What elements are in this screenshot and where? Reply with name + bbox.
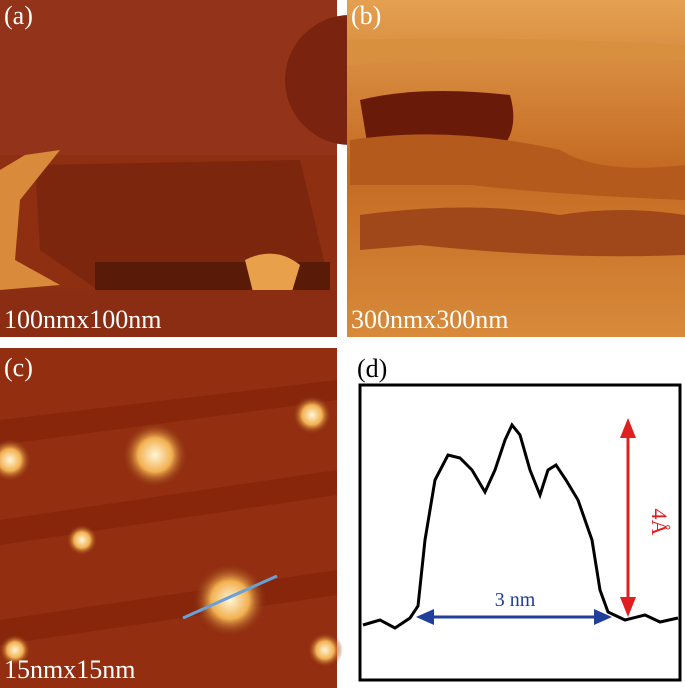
height-label: 4Å — [647, 509, 672, 536]
panel-b: (b) 300nmx300nm — [347, 0, 685, 337]
scale-label: 15nmx15nm — [4, 655, 135, 684]
width-label: 3 nm — [495, 589, 536, 611]
panel-label: (d) — [357, 354, 387, 383]
panel-label: (a) — [4, 1, 33, 30]
panel-label: (c) — [4, 353, 33, 382]
panel-d: (d) 3 nm 4Å — [357, 354, 682, 682]
height-profile — [362, 422, 679, 630]
panel-label: (b) — [351, 1, 381, 30]
scale-label: 300nmx300nm — [351, 305, 508, 334]
panel-a: (a) 100nmx100nm — [0, 0, 415, 337]
scale-label: 100nmx100nm — [4, 305, 161, 334]
panel-c: (c) 15nmx15nm — [0, 348, 343, 688]
